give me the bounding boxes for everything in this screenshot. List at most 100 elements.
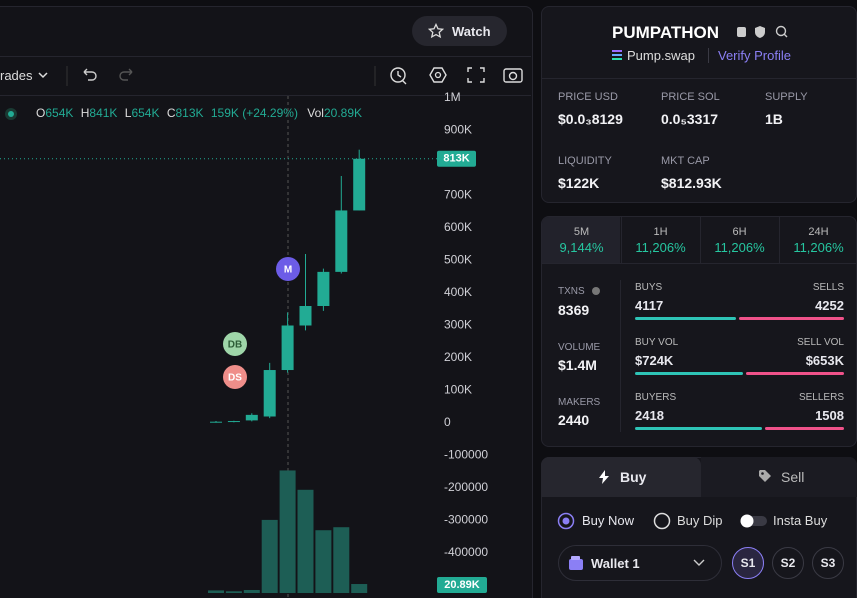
dex-name: Pump.swap xyxy=(627,48,695,63)
y-tick-label: 700K xyxy=(444,188,472,202)
ratio-bar xyxy=(764,427,844,430)
toggle-label[interactable]: Insta Buy xyxy=(773,513,828,528)
y-tick-label: 300K xyxy=(444,318,472,332)
buy-tab[interactable]: Buy xyxy=(541,457,701,497)
timeframe-label[interactable]: 1H xyxy=(653,226,668,238)
y-tick-label: 500K xyxy=(444,253,472,267)
ohlc-legend: O654K H841K L654K C813K 159K (+24.29%) V… xyxy=(36,106,362,120)
timeframe-active xyxy=(542,217,620,263)
legend-value: 813K xyxy=(176,106,204,120)
legend-change: 159K (+24.29%) xyxy=(211,106,298,120)
trade-marker-label: M xyxy=(284,265,292,276)
chevron xyxy=(693,559,705,566)
timeframe-label[interactable]: 5M xyxy=(573,226,590,238)
legend-value: 20.89K xyxy=(324,106,362,120)
trade-marker xyxy=(223,332,247,356)
wallet-slot[interactable]: S1 xyxy=(732,547,764,579)
timeframe-change[interactable]: 11,206% xyxy=(714,240,765,255)
y-tick-label: -300000 xyxy=(444,513,488,527)
split-value: 1508 xyxy=(815,408,844,423)
wallet-slot[interactable]: S2 xyxy=(772,547,804,579)
stat-label: PRICE SOL xyxy=(661,91,720,103)
split-value: 4117 xyxy=(635,298,664,313)
watch-button[interactable]: Watch xyxy=(412,16,507,46)
dex-icon xyxy=(612,50,622,60)
trade-marker-label: DS xyxy=(228,373,242,384)
token-icons xyxy=(737,25,788,38)
volume-bar xyxy=(225,591,242,593)
ratio-bar xyxy=(635,372,744,375)
toolbar-icons xyxy=(38,66,523,86)
y-tick-label: 1M xyxy=(444,90,461,104)
stat-label: LIQUIDITY xyxy=(558,155,612,167)
ratio-bar xyxy=(739,317,844,320)
stat-label: PRICE USD xyxy=(558,91,618,103)
trade-marker xyxy=(223,365,247,389)
y-tick-label: 200K xyxy=(444,350,472,364)
legend-key: H xyxy=(81,106,90,120)
last-price-label: 813K xyxy=(443,153,469,165)
ratio-bar xyxy=(746,372,844,375)
wallet-slot[interactable]: S3 xyxy=(812,547,844,579)
split-label: SELLS xyxy=(812,282,844,293)
info-icon xyxy=(592,287,600,295)
candle-body xyxy=(317,271,330,306)
divider xyxy=(708,48,709,63)
tab-label: Sell xyxy=(781,469,805,485)
summary-value: 2440 xyxy=(558,412,590,428)
price-chart: O654K H841K L654K C813K 159K (+24.29%) V… xyxy=(0,90,488,598)
ratio-bar xyxy=(635,317,737,320)
summary-value: $1.4M xyxy=(558,357,597,373)
wallet-select[interactable]: Wallet 1 xyxy=(558,545,722,581)
summary-value: 8369 xyxy=(558,302,590,318)
stat-value: $0.0₃8129 xyxy=(558,111,623,127)
divider xyxy=(621,217,622,263)
tag-icon xyxy=(759,470,771,482)
stat-value: $812.93K xyxy=(661,175,722,191)
verify-link[interactable]: Verify Profile xyxy=(718,48,791,63)
divider xyxy=(542,78,856,79)
y-tick-label: -100000 xyxy=(444,448,488,462)
split-value: $653K xyxy=(805,353,844,368)
divider xyxy=(620,280,621,432)
watch-label: Watch xyxy=(452,24,491,39)
mode-option[interactable]: Buy Now xyxy=(582,513,635,528)
volume-bar xyxy=(243,589,260,593)
volume-bar xyxy=(297,489,314,593)
stat-value: 0.0₅3317 xyxy=(661,111,719,127)
timeframe-change[interactable]: 9,144% xyxy=(559,240,604,255)
y-tick-label: 900K xyxy=(444,123,472,137)
summary-label: TXNS xyxy=(558,286,585,297)
tab-label: Buy xyxy=(620,469,647,485)
candle-body xyxy=(210,421,222,423)
timeframe-label[interactable]: 6H xyxy=(732,226,747,238)
divider xyxy=(0,95,531,96)
y-tick-label: 0 xyxy=(444,415,451,429)
y-tick-label: 400K xyxy=(444,285,472,299)
legend-key: L xyxy=(125,106,132,120)
sell-tab[interactable]: Sell xyxy=(701,457,857,497)
trade-marker xyxy=(276,257,300,281)
summary-label: MAKERS xyxy=(558,397,601,408)
candle-body xyxy=(281,325,294,371)
divider xyxy=(779,217,780,263)
interval-select[interactable]: rades xyxy=(0,68,33,83)
last-price-badge xyxy=(437,150,476,167)
mode-option[interactable]: Buy Dip xyxy=(677,513,723,528)
split-label: SELL VOL xyxy=(797,337,844,348)
legend-value: 841K xyxy=(89,106,117,120)
ratio-bar xyxy=(635,427,762,430)
timeframe-change[interactable]: 11,206% xyxy=(635,240,686,255)
timeframe-label[interactable]: 24H xyxy=(808,226,829,238)
volume-bar xyxy=(351,584,368,593)
wallet-icon xyxy=(569,556,583,570)
split-label: BUY VOL xyxy=(635,337,679,348)
last-volume-label: 20.89K xyxy=(444,579,480,591)
candle-body xyxy=(335,210,348,272)
stat-value: 1B xyxy=(765,111,783,127)
candle-body xyxy=(245,414,258,421)
divider xyxy=(0,56,531,57)
timeframe-change[interactable]: 11,206% xyxy=(793,240,844,255)
split-value: 4252 xyxy=(815,298,844,313)
trade-marker-label: DB xyxy=(228,340,242,351)
